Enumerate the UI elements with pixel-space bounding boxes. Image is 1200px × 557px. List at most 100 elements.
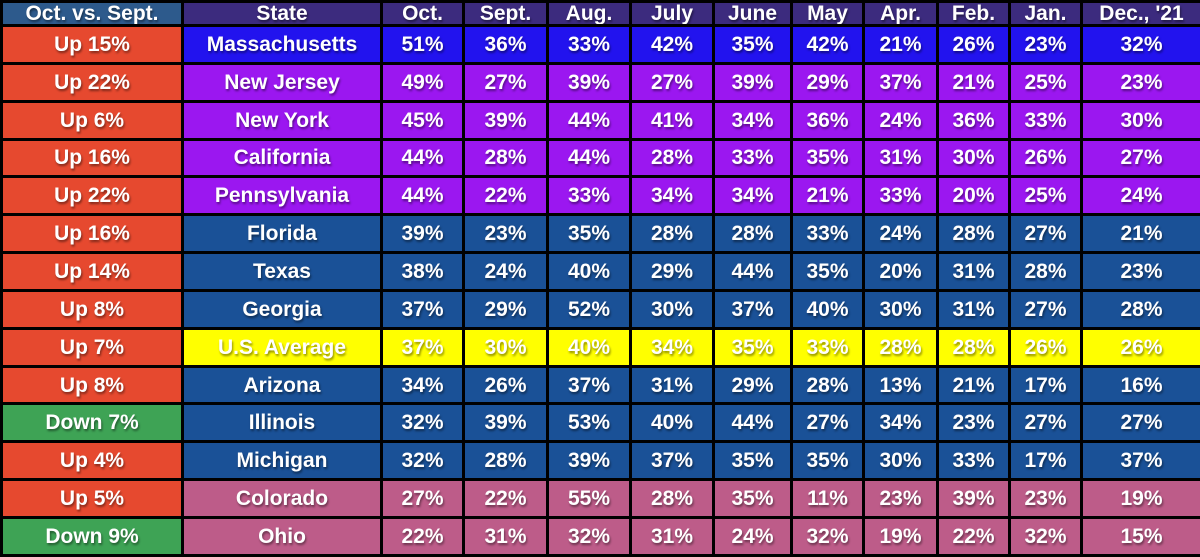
value-cell: 39% [546,61,632,103]
value-cell: 29% [712,364,793,406]
value-cell: 40% [629,402,715,444]
value-cell: 24% [462,251,549,292]
header-row: Oct. vs. Sept. State Oct. Sept. Aug. July June… [0,0,1200,27]
value-cell: 39% [712,61,793,103]
table-row-texas: Up 14% Texas 38% 24% 40% 29% 44% 35% 20% 31% 28% 23… [0,251,1200,292]
value-cell: 31% [936,251,1011,292]
value-cell: 29% [462,288,549,330]
value-cell: 37% [629,440,715,482]
value-cell: 33% [546,24,632,65]
table-row-ohio: Down 9% Ohio 22% 31% 32% 31% 24% 32% 19% 22% 32% 15… [0,515,1200,557]
value-cell: 45% [380,99,465,141]
value-cell: 23% [862,478,939,519]
header-cell-july: July [629,0,715,27]
value-cell: 27% [1008,402,1083,444]
value-cell: 39% [936,478,1011,519]
change-cell: Up 7% [0,326,184,368]
value-cell: 30% [462,326,549,368]
value-cell: 28% [629,478,715,519]
state-cell: California [181,137,383,179]
value-cell: 21% [790,175,865,217]
value-cell: 24% [712,515,793,557]
value-cell: 33% [862,175,939,217]
header-cell-june: June [712,0,793,27]
header-cell-oct-vs-sept: Oct. vs. Sept. [0,0,184,27]
value-cell: 31% [462,515,549,557]
value-cell: 27% [380,478,465,519]
state-cell: Illinois [181,402,383,444]
value-cell: 40% [546,326,632,368]
value-cell: 27% [629,61,715,103]
state-cell: Georgia [181,288,383,330]
value-cell: 38% [380,251,465,292]
change-cell: Down 9% [0,515,184,557]
value-cell: 32% [1008,515,1083,557]
header-cell-may: May [790,0,865,27]
value-cell: 39% [462,99,549,141]
value-cell: 53% [546,402,632,444]
change-cell: Up 22% [0,175,184,217]
value-cell: 29% [790,61,865,103]
value-cell: 26% [1008,137,1083,179]
value-cell: 40% [790,288,865,330]
value-cell: 44% [712,402,793,444]
value-cell: 44% [546,99,632,141]
value-cell: 35% [790,251,865,292]
value-cell: 42% [790,24,865,65]
value-cell: 23% [1008,478,1083,519]
value-cell: 28% [862,326,939,368]
value-cell: 24% [862,213,939,255]
value-cell: 33% [936,440,1011,482]
value-cell: 39% [380,213,465,255]
value-cell: 31% [936,288,1011,330]
value-cell: 28% [462,137,549,179]
table-row-illinois: Down 7% Illinois 32% 39% 53% 40% 44% 27% 34% 23% 2… [0,402,1200,444]
value-cell: 33% [790,326,865,368]
state-cell: U.S. Average [181,326,383,368]
change-cell: Up 4% [0,440,184,482]
value-cell: 28% [629,213,715,255]
value-cell: 27% [1080,137,1200,179]
value-cell: 34% [712,99,793,141]
value-cell: 33% [790,213,865,255]
table-row-michigan: Up 4% Michigan 32% 28% 39% 37% 35% 35% 30% 33% 17%… [0,440,1200,482]
value-cell: 42% [629,24,715,65]
value-cell: 32% [380,440,465,482]
table-row-arizona: Up 8% Arizona 34% 26% 37% 31% 29% 28% 13% 21% 17% 1… [0,364,1200,406]
value-cell: 33% [1008,99,1083,141]
table-row-colorado: Up 5% Colorado 27% 22% 55% 28% 35% 11% 23% 39% 23%… [0,478,1200,519]
value-cell: 11% [790,478,865,519]
table-row-new-jersey: Up 22% New Jersey 49% 27% 39% 27% 39% 29% 37% 21%… [0,61,1200,103]
value-cell: 29% [629,251,715,292]
value-cell: 35% [712,440,793,482]
state-cell: Colorado [181,478,383,519]
value-cell: 30% [936,137,1011,179]
value-cell: 37% [1080,440,1200,482]
value-cell: 35% [712,478,793,519]
value-cell: 32% [380,402,465,444]
value-cell: 31% [629,364,715,406]
value-cell: 23% [1008,24,1083,65]
change-cell: Up 22% [0,61,184,103]
value-cell: 24% [862,99,939,141]
value-cell: 16% [1080,364,1200,406]
table-row-california: Up 16% California 44% 28% 44% 28% 33% 35% 31% 30%… [0,137,1200,179]
value-cell: 13% [862,364,939,406]
change-cell: Up 16% [0,213,184,255]
value-cell: 35% [790,137,865,179]
value-cell: 28% [462,440,549,482]
value-cell: 34% [712,175,793,217]
header-cell-aug: Aug. [546,0,632,27]
value-cell: 22% [462,478,549,519]
value-cell: 32% [546,515,632,557]
table-body: Up 15% Massachusetts 51% 36% 33% 42% 35% 42% 21%… [0,24,1200,557]
value-cell: 35% [790,440,865,482]
value-cell: 22% [936,515,1011,557]
value-cell: 21% [862,24,939,65]
value-cell: 17% [1008,364,1083,406]
value-cell: 17% [1008,440,1083,482]
value-cell: 33% [712,137,793,179]
value-cell: 27% [462,61,549,103]
value-cell: 40% [546,251,632,292]
